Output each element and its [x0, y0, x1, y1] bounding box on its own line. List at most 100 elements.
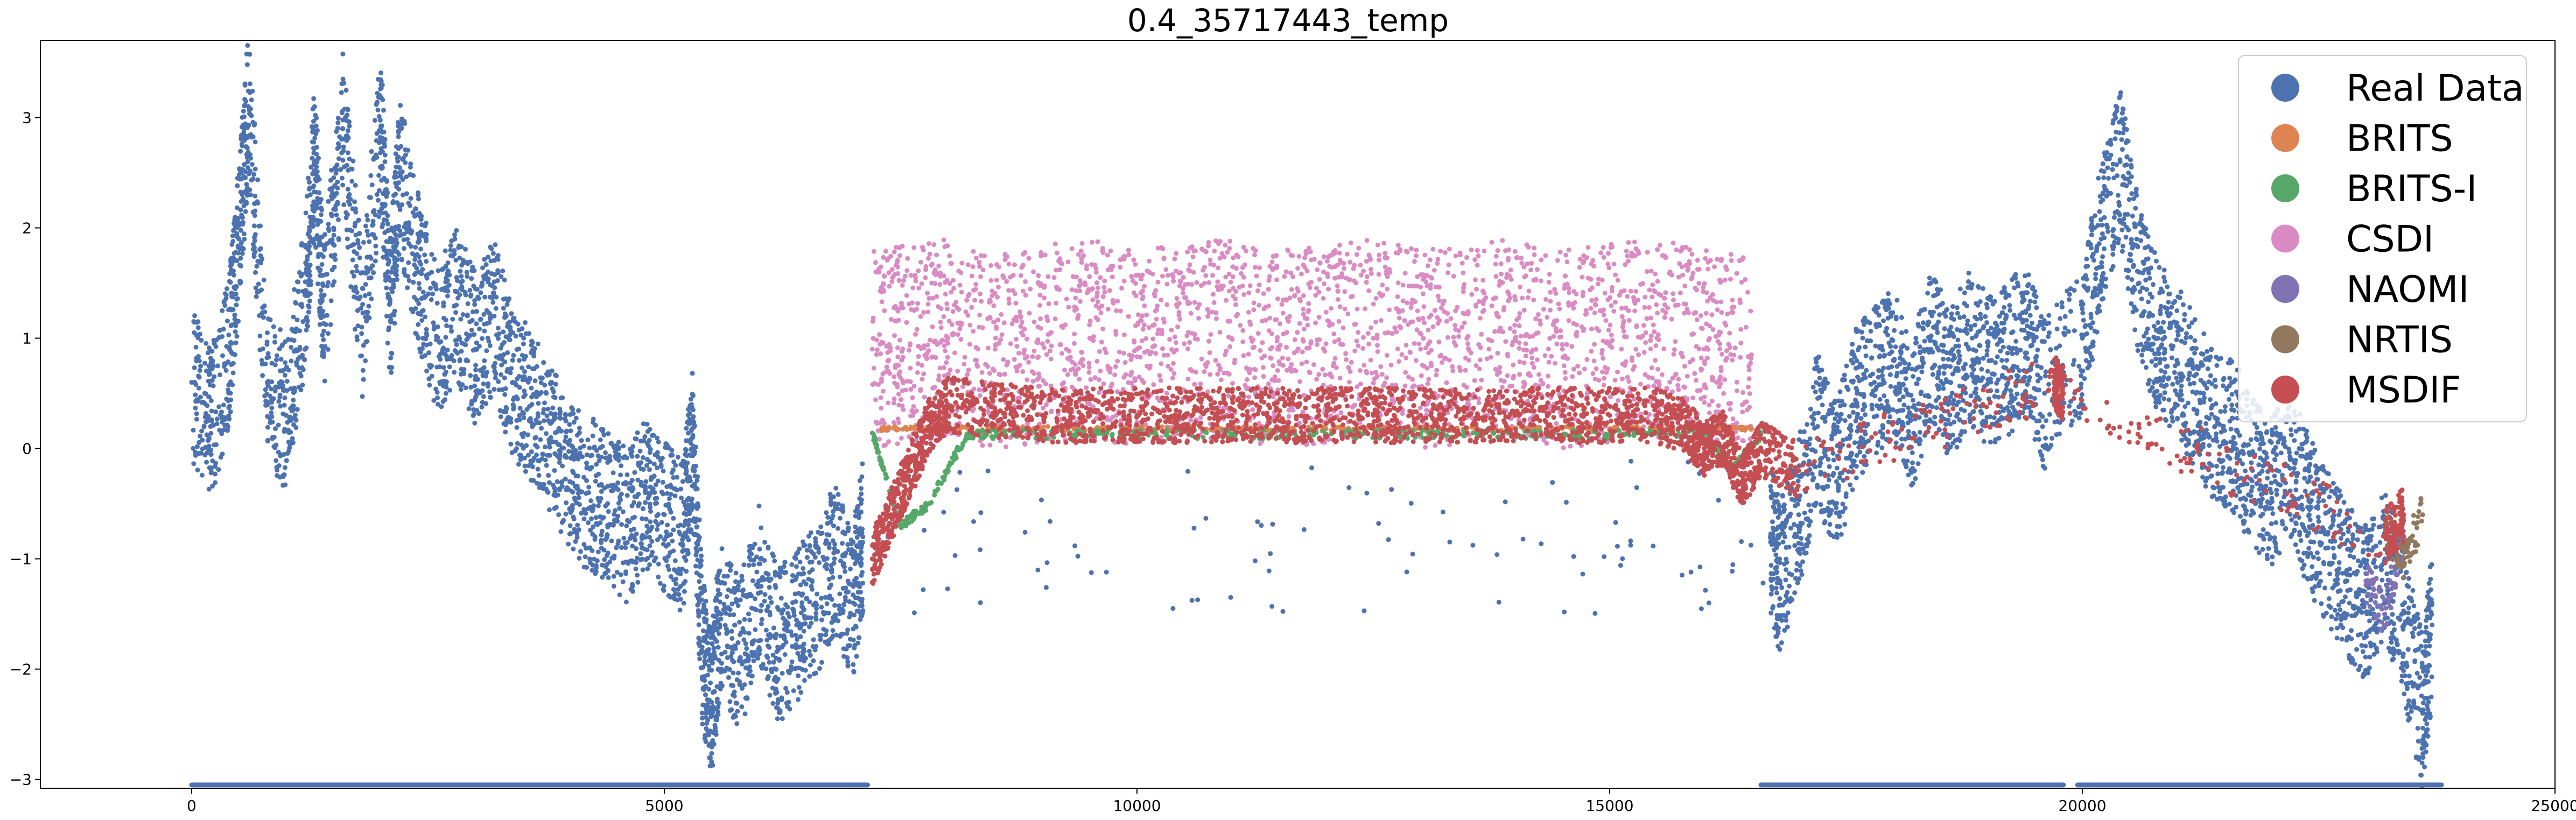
data-point — [1687, 261, 1692, 266]
data-point — [1740, 438, 1746, 443]
data-point — [293, 300, 298, 305]
data-point — [340, 51, 346, 56]
data-point — [1294, 349, 1300, 354]
data-point — [1461, 383, 1466, 388]
data-point — [420, 267, 425, 272]
data-point — [1151, 382, 1156, 387]
data-point — [1616, 398, 1621, 403]
data-point — [1588, 277, 1594, 282]
data-point — [930, 324, 935, 329]
data-point — [974, 362, 980, 367]
data-point — [395, 200, 400, 206]
data-point — [306, 303, 311, 308]
data-point — [1414, 327, 1420, 333]
data-point — [1275, 296, 1280, 301]
data-point — [531, 392, 536, 397]
data-point — [409, 230, 414, 236]
data-point — [336, 237, 341, 242]
data-point — [1025, 421, 1030, 426]
data-point — [479, 404, 485, 409]
data-point — [1723, 322, 1729, 328]
data-point — [307, 262, 313, 267]
data-point — [1174, 268, 1179, 274]
data-point — [192, 330, 197, 335]
data-point — [957, 282, 963, 288]
data-point — [1222, 370, 1227, 376]
data-point — [1472, 257, 1478, 263]
data-point — [335, 201, 340, 207]
data-point — [1158, 378, 1163, 383]
data-point — [888, 253, 894, 259]
data-point — [1140, 313, 1145, 319]
data-point — [1189, 282, 1195, 287]
data-point — [1018, 324, 1023, 329]
data-point — [1208, 261, 1213, 267]
data-point — [896, 420, 901, 425]
data-point — [376, 197, 381, 203]
data-point — [1680, 272, 1686, 278]
data-point — [1384, 271, 1389, 277]
data-point — [1177, 316, 1183, 322]
data-point — [1092, 375, 1098, 380]
data-point — [1677, 290, 1683, 295]
data-point — [406, 226, 412, 231]
data-point — [965, 372, 970, 377]
data-point — [1287, 295, 1293, 301]
data-point — [530, 464, 536, 469]
data-point — [949, 322, 954, 327]
data-point — [253, 270, 258, 275]
data-point — [1174, 296, 1180, 301]
data-point — [353, 206, 358, 211]
data-point — [1647, 287, 1652, 293]
data-point — [1126, 314, 1131, 319]
data-point — [1567, 290, 1572, 295]
data-point — [987, 442, 993, 448]
data-point — [1403, 342, 1409, 348]
data-point — [1533, 347, 1539, 352]
data-point — [1463, 367, 1468, 373]
data-point — [1670, 298, 1676, 303]
data-point — [1193, 370, 1198, 375]
data-point — [1139, 338, 1145, 343]
data-point — [894, 319, 899, 324]
data-point — [378, 85, 384, 90]
data-point — [285, 420, 290, 425]
data-point — [520, 365, 525, 371]
data-point — [935, 342, 940, 347]
data-point — [1611, 261, 1617, 267]
data-point — [1553, 360, 1558, 366]
data-point — [1694, 287, 1699, 293]
data-point — [243, 209, 248, 214]
data-point — [1643, 294, 1648, 300]
data-point — [1014, 318, 1019, 323]
data-point — [1632, 239, 1637, 245]
data-point — [461, 341, 467, 347]
data-point — [1057, 342, 1063, 348]
data-point — [1395, 294, 1400, 299]
data-point — [294, 317, 300, 323]
data-point — [500, 387, 506, 392]
data-point — [941, 273, 946, 279]
data-point — [208, 356, 213, 361]
data-point — [919, 281, 924, 286]
data-point — [1662, 302, 1667, 307]
data-point — [1538, 278, 1543, 284]
data-point — [252, 213, 258, 218]
data-point — [412, 294, 417, 300]
data-point — [1012, 262, 1017, 267]
data-point — [1044, 352, 1049, 357]
data-point — [947, 367, 953, 372]
data-point — [1710, 298, 1716, 303]
data-point — [1104, 350, 1109, 356]
data-point — [234, 296, 240, 302]
data-point — [345, 128, 350, 133]
data-point — [1316, 372, 1322, 377]
data-point — [452, 232, 457, 237]
data-point — [406, 278, 412, 283]
data-point — [416, 281, 422, 286]
data-point — [387, 300, 392, 306]
data-point — [254, 264, 259, 269]
data-point — [1566, 318, 1571, 323]
data-point — [947, 281, 952, 286]
data-point — [1552, 287, 1557, 292]
